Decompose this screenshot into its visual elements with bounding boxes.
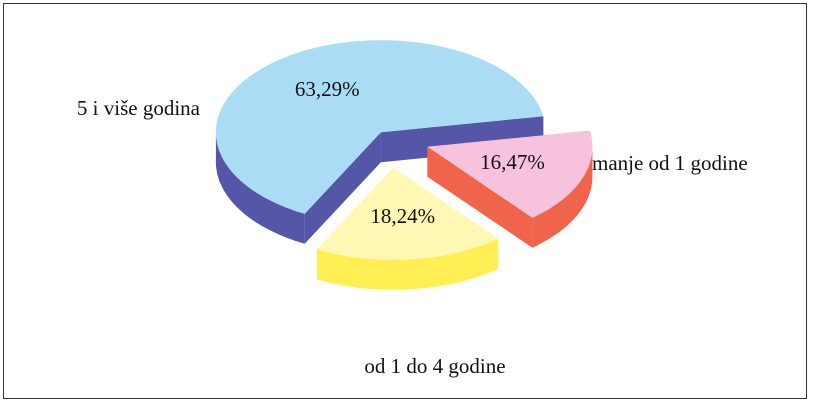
value-label: 18,24% (370, 204, 435, 228)
slice (215, 40, 544, 214)
category-label: od 1 do 4 godine (364, 354, 505, 378)
category-label: 5 i više godina (77, 96, 201, 120)
slice-side (532, 146, 593, 248)
slice-side (215, 132, 305, 244)
value-label: 16,47% (480, 150, 545, 174)
slice-cut-face (304, 132, 381, 244)
value-label: 63,29% (295, 77, 360, 101)
slice (317, 167, 499, 260)
slice-side (317, 238, 499, 290)
category-label: manje od 1 godine (592, 151, 748, 175)
slice (427, 130, 593, 218)
slice-cut-face (380, 116, 544, 163)
